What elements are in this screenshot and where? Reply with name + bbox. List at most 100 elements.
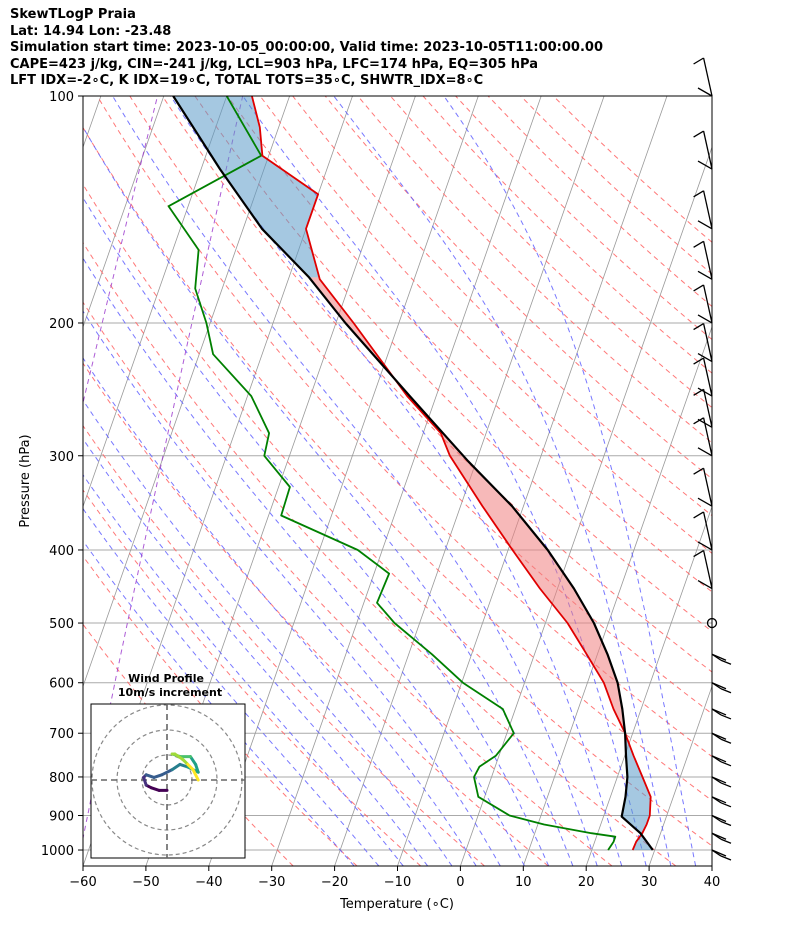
moist-adiabat-line bbox=[83, 357, 477, 866]
dry-adiabat-line bbox=[83, 183, 712, 847]
x-tick-label: −40 bbox=[195, 875, 222, 890]
wind-barb bbox=[711, 796, 732, 808]
wind-barb bbox=[693, 417, 713, 457]
wind-barb bbox=[693, 190, 713, 230]
dry-adiabat-line bbox=[390, 96, 712, 409]
wind-barb bbox=[693, 467, 713, 507]
isotherm-line bbox=[397, 96, 668, 866]
chart-title: SkewTLogP Praia bbox=[10, 7, 136, 22]
wind-barb bbox=[711, 755, 732, 767]
cape-fill-upper bbox=[309, 277, 469, 462]
cape-line: CAPE=423 j/kg, CIN=-241 j/kg, LCL=903 hP… bbox=[10, 56, 538, 72]
dry-adiabat-line bbox=[259, 96, 712, 554]
y-tick-label: 800 bbox=[49, 771, 74, 786]
x-axis-label: Temperature (∘C) bbox=[339, 897, 454, 912]
x-tick-label: 10 bbox=[515, 875, 532, 890]
moist-adiabat-line bbox=[112, 96, 598, 866]
dry-adiabat-line bbox=[227, 96, 712, 593]
moist-adiabat-line bbox=[170, 96, 623, 866]
wind-barb bbox=[693, 57, 713, 97]
wind-barb bbox=[711, 708, 732, 720]
wind-barb bbox=[693, 322, 713, 363]
dry-adiabat-line bbox=[83, 301, 613, 866]
wind-barb bbox=[711, 732, 732, 744]
temperature-line bbox=[251, 96, 652, 851]
isotherm-line bbox=[83, 96, 165, 329]
cape-cin-fills bbox=[173, 96, 653, 850]
hodograph-segment bbox=[191, 768, 200, 782]
cin-fill-upper bbox=[173, 96, 320, 278]
moist-adiabat-line bbox=[83, 438, 429, 866]
axes-labels: Temperature (∘C) Pressure (hPa) Wind Pro… bbox=[18, 90, 720, 912]
wind-barb bbox=[711, 849, 732, 861]
y-tick-label: 500 bbox=[49, 617, 74, 632]
moist-adiabat-line bbox=[83, 399, 453, 866]
wind-barb bbox=[711, 653, 732, 665]
moist-adiabat-line bbox=[83, 196, 550, 866]
wind-barbs bbox=[693, 57, 732, 861]
moist-adiabat-line bbox=[83, 507, 380, 866]
mixing-ratio-line bbox=[83, 96, 244, 841]
dewpoint-line bbox=[167, 96, 617, 851]
wind-barb bbox=[711, 832, 732, 844]
y-tick-label: 100 bbox=[49, 90, 74, 105]
y-tick-label: 200 bbox=[49, 317, 74, 332]
inset-title-line2: 10m/s increment bbox=[118, 686, 222, 699]
isotherm-line bbox=[648, 685, 712, 866]
wind-barb bbox=[693, 130, 713, 170]
wind-barb bbox=[711, 776, 732, 788]
dry-adiabat-line bbox=[96, 96, 712, 758]
y-tick-label: 600 bbox=[49, 677, 74, 692]
wind-barb bbox=[693, 549, 713, 590]
x-tick-label: −20 bbox=[321, 875, 348, 890]
profile-lines bbox=[167, 96, 654, 851]
isotherm-line bbox=[208, 96, 479, 866]
y-tick-label: 900 bbox=[49, 810, 74, 825]
y-axis-label: Pressure (hPa) bbox=[18, 434, 33, 527]
location-line: Lat: 14.94 Lon: -23.48 bbox=[10, 23, 172, 39]
x-tick-label: 40 bbox=[704, 875, 721, 890]
hodograph-segment bbox=[160, 768, 174, 777]
dry-adiabat-line bbox=[83, 555, 358, 866]
moist-adiabat-line bbox=[83, 540, 355, 866]
hodograph-segment bbox=[188, 755, 198, 766]
chart-header: SkewTLogP Praia Lat: 14.94 Lon: -23.48 S… bbox=[10, 7, 790, 90]
y-tick-label: 1000 bbox=[41, 844, 74, 859]
isotherm-line bbox=[460, 145, 712, 866]
y-tick-label: 300 bbox=[49, 450, 74, 465]
y-tick-label: 700 bbox=[49, 727, 74, 742]
x-tick-label: −10 bbox=[384, 875, 411, 890]
isotherm-line bbox=[585, 505, 712, 866]
x-tick-label: 20 bbox=[578, 875, 595, 890]
time-line: Simulation start time: 2023-10-05_00:00:… bbox=[10, 40, 603, 55]
wind-barb bbox=[693, 511, 713, 551]
isotherm-line bbox=[711, 864, 712, 866]
moist-adiabat-line bbox=[443, 96, 697, 866]
dry-adiabat-line bbox=[357, 96, 712, 444]
indices-line: LFT IDX=-2∘C, K IDX=19∘C, TOTAL TOTS=35∘… bbox=[10, 73, 484, 88]
isotherm-line bbox=[522, 325, 712, 866]
dry-adiabat-line bbox=[324, 96, 712, 480]
y-tick-label: 400 bbox=[49, 544, 74, 559]
moist-adiabat-line bbox=[83, 310, 501, 866]
wind-barb bbox=[706, 617, 718, 629]
wind-barb bbox=[711, 682, 732, 694]
dry-adiabat-line bbox=[292, 96, 712, 517]
wind-profile-inset bbox=[90, 703, 246, 859]
hodograph-segment bbox=[173, 752, 185, 761]
x-tick-label: −30 bbox=[258, 875, 285, 890]
isotherm-line bbox=[83, 96, 290, 688]
inset-plot bbox=[91, 704, 245, 858]
wind-barb bbox=[693, 357, 713, 397]
x-tick-label: −60 bbox=[69, 875, 96, 890]
cin-fill-lower bbox=[621, 733, 653, 850]
moist-adiabat-line bbox=[333, 96, 672, 866]
wind-barb bbox=[693, 240, 713, 280]
dry-adiabat-line bbox=[83, 126, 712, 802]
wind-barb bbox=[711, 814, 732, 827]
wind-barb bbox=[693, 284, 713, 324]
moist-adiabat-line bbox=[83, 126, 574, 866]
x-tick-label: 30 bbox=[641, 875, 658, 890]
inset-title-line1: Wind Profile bbox=[128, 672, 204, 685]
